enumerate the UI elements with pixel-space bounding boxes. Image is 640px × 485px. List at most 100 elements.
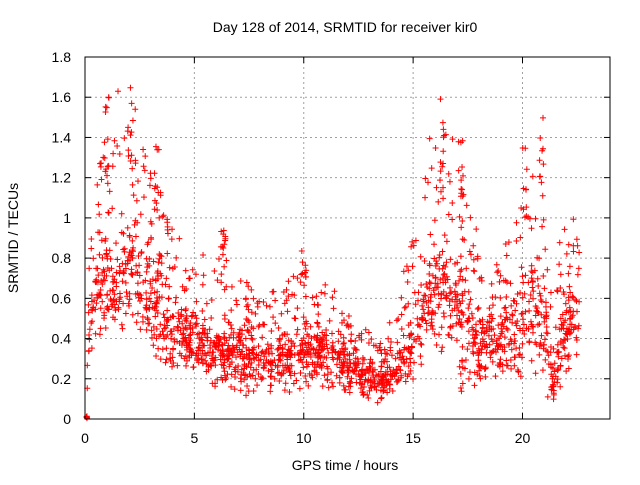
data-point	[166, 283, 173, 290]
data-point	[249, 336, 256, 343]
data-point	[155, 146, 162, 153]
data-point	[150, 258, 157, 265]
data-point	[456, 315, 463, 322]
data-point	[143, 296, 150, 303]
data-point	[557, 315, 564, 322]
data-point	[378, 394, 385, 401]
data-point	[302, 262, 309, 269]
data-point	[431, 241, 438, 248]
data-point	[502, 304, 509, 311]
data-point	[508, 346, 515, 353]
data-point	[159, 281, 166, 288]
data-point	[100, 154, 107, 161]
data-point	[449, 307, 456, 314]
data-point	[457, 253, 464, 260]
data-point	[194, 331, 201, 338]
data-point	[313, 371, 320, 378]
data-point	[526, 215, 533, 222]
data-point	[565, 270, 572, 277]
data-point	[539, 223, 546, 230]
data-point	[384, 379, 391, 386]
data-point	[184, 357, 191, 364]
data-point	[125, 253, 132, 260]
data-point	[377, 340, 384, 347]
data-point	[509, 311, 516, 318]
data-point	[339, 349, 346, 356]
data-point	[286, 389, 293, 396]
data-point	[518, 354, 525, 361]
data-point	[460, 172, 467, 179]
data-point	[394, 339, 401, 346]
data-point	[561, 345, 568, 352]
data-point	[279, 346, 286, 353]
data-point	[539, 147, 546, 154]
data-point	[496, 360, 503, 367]
data-point	[329, 339, 336, 346]
data-point	[377, 387, 384, 394]
data-point	[291, 343, 298, 350]
data-point	[574, 271, 581, 278]
data-point	[241, 362, 248, 369]
data-point	[136, 272, 143, 279]
data-point	[479, 316, 486, 323]
data-point	[335, 328, 342, 335]
data-point	[329, 330, 336, 337]
data-point	[437, 188, 444, 195]
data-point	[276, 335, 283, 342]
data-point	[344, 351, 351, 358]
data-point	[139, 318, 146, 325]
data-point	[520, 185, 527, 192]
data-point	[420, 296, 427, 303]
data-point	[567, 321, 574, 328]
data-point	[449, 216, 456, 223]
data-point	[455, 307, 462, 314]
data-point	[395, 315, 402, 322]
data-point	[151, 206, 158, 213]
data-point	[305, 339, 312, 346]
data-point	[170, 345, 177, 352]
data-point	[379, 372, 386, 379]
data-point	[201, 316, 208, 323]
data-point	[315, 302, 322, 309]
data-point	[127, 157, 134, 164]
data-point	[190, 364, 197, 371]
data-point	[152, 300, 159, 307]
data-point	[179, 331, 186, 338]
data-point	[333, 372, 340, 379]
data-point	[528, 268, 535, 275]
data-point	[438, 324, 445, 331]
data-point	[258, 349, 265, 356]
data-point	[408, 350, 415, 357]
data-point	[541, 285, 548, 292]
data-point	[424, 284, 431, 291]
data-point	[218, 228, 225, 235]
data-point	[321, 372, 328, 379]
data-point	[113, 240, 120, 247]
data-point	[120, 246, 127, 253]
data-point	[398, 311, 405, 318]
data-point	[573, 351, 580, 358]
data-point	[547, 289, 554, 296]
data-point	[275, 325, 282, 332]
data-point	[217, 356, 224, 363]
data-point	[313, 346, 320, 353]
data-point	[563, 309, 570, 316]
data-point	[311, 351, 318, 358]
data-point	[559, 322, 566, 329]
data-point	[521, 290, 528, 297]
data-point	[289, 291, 296, 298]
data-point	[305, 361, 312, 368]
data-point	[340, 340, 347, 347]
data-point	[359, 354, 366, 361]
data-point	[148, 220, 155, 227]
data-point	[575, 322, 582, 329]
data-point	[97, 286, 104, 293]
data-point	[127, 132, 134, 139]
data-point	[548, 364, 555, 371]
data-point	[472, 331, 479, 338]
data-point	[576, 298, 583, 305]
data-point	[208, 297, 215, 304]
data-point	[502, 316, 509, 323]
data-point	[146, 256, 153, 263]
data-point	[465, 328, 472, 335]
